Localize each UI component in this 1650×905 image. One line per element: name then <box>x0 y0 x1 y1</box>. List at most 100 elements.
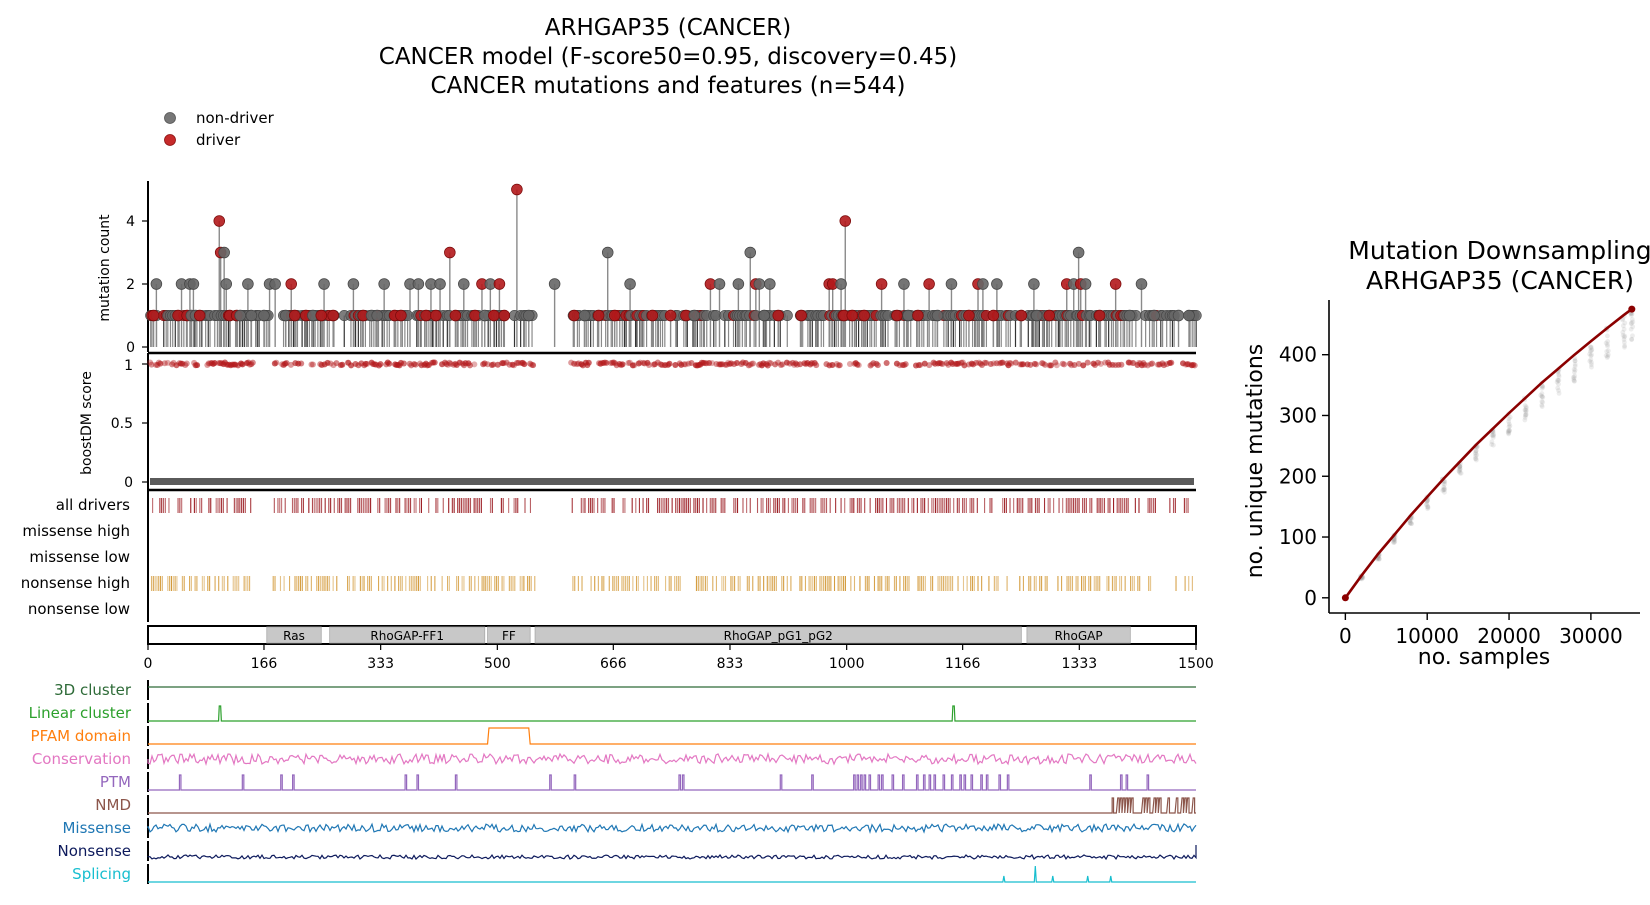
ds-curve <box>1344 308 1633 599</box>
score-point <box>1149 360 1156 367</box>
driver-point <box>213 215 226 227</box>
driver-point <box>395 309 407 322</box>
ds-sample-point <box>1441 484 1447 490</box>
boostdm-y-tick-label-1: 1 <box>124 358 133 374</box>
nondriver-point <box>1148 309 1160 322</box>
ds-sample-point <box>1522 412 1528 418</box>
ds-sample-point <box>1571 377 1577 382</box>
ds-sample-point <box>1587 348 1593 354</box>
driver-point <box>315 309 328 322</box>
score-point <box>764 362 771 369</box>
ds-sample-point <box>1604 342 1610 347</box>
feature-track-label: 3D cluster <box>54 681 132 699</box>
downsampling-ticks: 0 10000 20000 30000 0 100 200 300 400 <box>1279 343 1623 648</box>
domain-label: Ras <box>283 629 305 643</box>
score-point <box>273 359 280 366</box>
ds-sample-point <box>1629 316 1635 322</box>
nondriver-point <box>378 278 390 290</box>
score-point <box>1052 359 1059 366</box>
score-zero-band <box>150 478 1194 485</box>
feature-track-label: PFAM domain <box>31 727 131 745</box>
nondriver-point <box>753 278 766 290</box>
score-point <box>874 362 881 369</box>
score-point <box>148 361 155 368</box>
downsampling-y-label: no. unique mutations <box>1243 344 1268 579</box>
driver-point <box>963 309 975 322</box>
score-point <box>748 360 755 367</box>
x-tick-label: 1000 <box>829 656 865 672</box>
class-tracks-panel: all drivers missense high missense low n… <box>21 490 1193 622</box>
driver-point <box>608 309 621 322</box>
ds-sample-point <box>1506 419 1512 424</box>
ds-sample-point <box>1473 450 1479 455</box>
feature-track-label: Linear cluster <box>29 704 132 722</box>
score-point <box>466 362 473 369</box>
x-tick-label: 0 <box>144 656 153 672</box>
ds-sample-point <box>1506 431 1511 437</box>
domain-label: FF <box>502 629 516 643</box>
lollipop-y-ticks: 0 2 4 <box>126 214 148 356</box>
ds-sample-point <box>1473 451 1478 457</box>
class-track-label-missense-low: missense low <box>29 548 130 566</box>
score-point <box>1118 361 1125 368</box>
legend-driver-marker <box>164 134 176 146</box>
ds-sample-point <box>1629 337 1635 343</box>
downsampling-panel: Mutation Downsampling ARHGAP35 (CANCER) … <box>1243 236 1650 670</box>
downsampling-plot <box>1341 305 1636 602</box>
nondriver-point <box>269 278 281 290</box>
score-point <box>521 361 528 368</box>
nondriver-point <box>242 278 254 290</box>
x-tick-label: 500 <box>484 656 511 672</box>
ds-sample-point <box>1572 367 1578 373</box>
ds-sample-point <box>1522 407 1528 413</box>
ds-sample-point <box>1622 320 1628 326</box>
nondriver-point <box>371 309 383 322</box>
ds-sample-point <box>1458 470 1464 476</box>
ds-sample-point <box>1621 326 1627 332</box>
ds-sample-point <box>1605 338 1611 344</box>
score-point <box>961 362 968 369</box>
x-tick-label: 166 <box>251 656 278 672</box>
score-point <box>161 360 168 367</box>
driver-point <box>1043 309 1056 322</box>
ds-sample-point <box>1605 348 1611 354</box>
score-point <box>503 359 510 366</box>
ds-sample-point <box>1629 336 1635 342</box>
score-point <box>490 361 497 368</box>
score-point <box>1141 361 1148 368</box>
ds-x-tick-label: 10000 <box>1395 624 1459 648</box>
driver-point <box>327 309 339 322</box>
ds-sample-point <box>1442 481 1448 487</box>
ds-sample-point <box>1556 374 1562 379</box>
ds-sample-point <box>1539 394 1545 400</box>
feature-track-line <box>147 822 1197 835</box>
ds-sample-point <box>1390 538 1396 544</box>
ds-sample-point <box>1554 379 1560 385</box>
driver-point <box>1093 309 1106 322</box>
score-point <box>625 359 632 366</box>
score-point <box>678 361 685 368</box>
boostdm-panel: 1 0.5 0 boostDM score <box>79 351 1198 492</box>
ds-sample-point <box>1572 373 1578 379</box>
nondriver-point <box>548 278 561 290</box>
nondriver-point <box>578 309 591 322</box>
ds-sample-point <box>1491 433 1496 439</box>
nondriver-point <box>991 278 1003 290</box>
ds-y-tick-label: 0 <box>1304 586 1317 610</box>
score-point <box>183 360 190 367</box>
title-line-3: CANCER mutations and features (n=544) <box>431 73 906 99</box>
score-point <box>973 359 980 366</box>
ds-y-tick-label: 200 <box>1279 464 1317 488</box>
score-point <box>1012 359 1019 366</box>
score-point <box>645 362 652 369</box>
ds-sample-point <box>1391 540 1397 546</box>
ds-sample-point <box>1556 381 1561 387</box>
ds-sample-point <box>1522 415 1528 420</box>
ds-sample-point <box>1523 404 1529 410</box>
ds-sample-point <box>1556 390 1562 396</box>
ds-sample-point <box>1603 340 1609 346</box>
legend-nondriver-label: non-driver <box>196 109 275 127</box>
lollipop-y-tick-label-4: 4 <box>126 214 135 230</box>
score-point <box>681 361 688 368</box>
feature-track-line <box>148 705 1196 722</box>
